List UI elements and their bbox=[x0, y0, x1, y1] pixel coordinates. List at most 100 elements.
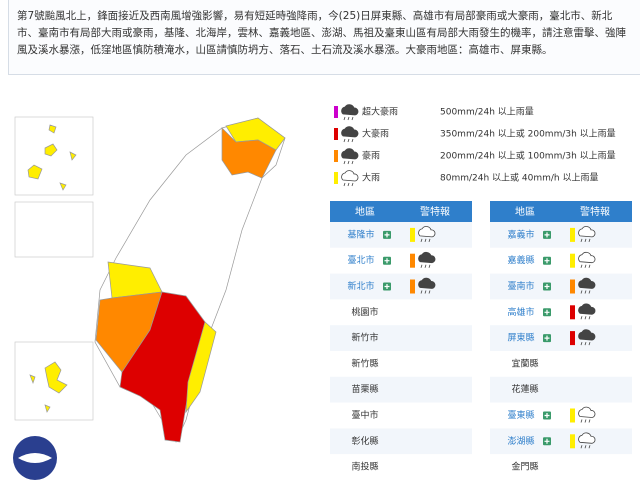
expand-plus bbox=[544, 438, 550, 444]
expand-plus bbox=[384, 258, 390, 264]
region-name[interactable]: 基隆市 bbox=[347, 228, 374, 240]
rain-icon bbox=[418, 251, 436, 264]
legend-label: 大豪雨 bbox=[362, 128, 389, 140]
rain-drops bbox=[420, 290, 431, 294]
taitung bbox=[185, 321, 217, 414]
rain-icon bbox=[578, 303, 596, 315]
warning-swatch bbox=[570, 253, 575, 268]
table-header-cell: 警特報 bbox=[420, 205, 450, 218]
rain-icon bbox=[418, 226, 436, 238]
table-row bbox=[330, 402, 472, 429]
region-name: 彰化縣 bbox=[351, 435, 378, 447]
rain-icon bbox=[578, 277, 596, 289]
warning-swatch bbox=[570, 227, 575, 242]
expand-plus bbox=[384, 284, 390, 289]
legend-swatch bbox=[334, 150, 338, 162]
table-header-cell: 警特報 bbox=[580, 205, 610, 218]
penghu bbox=[29, 361, 68, 413]
region-name[interactable]: 新北市 bbox=[347, 280, 374, 292]
region-name: 新竹縣 bbox=[351, 357, 378, 369]
rain-icon bbox=[578, 329, 596, 341]
rain-icon bbox=[341, 148, 359, 160]
rain-drops bbox=[343, 138, 354, 143]
rain-icon bbox=[578, 432, 596, 444]
rain-icon bbox=[341, 126, 359, 138]
region-name: 金門縣 bbox=[511, 461, 538, 473]
warning-swatch bbox=[410, 279, 415, 294]
legend-criteria: 200mm/24h 以上或 100mm/3h 以上雨量 bbox=[440, 150, 616, 162]
table-header bbox=[490, 201, 632, 222]
table-row bbox=[490, 402, 632, 429]
rain-drops bbox=[580, 290, 591, 294]
region-name[interactable]: 嘉義市 bbox=[507, 228, 534, 240]
legend-criteria: 350mm/24h 以上或 200mm/3h 以上雨量 bbox=[440, 128, 616, 140]
map bbox=[13, 116, 286, 480]
table-row bbox=[330, 428, 472, 455]
region-name: 宜蘭縣 bbox=[511, 357, 538, 369]
expand-plus bbox=[544, 284, 550, 289]
new-taipei bbox=[221, 127, 277, 179]
region-name[interactable]: 澎湖縣 bbox=[507, 435, 534, 447]
rain-drops bbox=[580, 264, 591, 268]
kaohsiung-pingtung bbox=[119, 291, 206, 443]
region-name: 桃園市 bbox=[351, 306, 378, 318]
rain-icon bbox=[578, 406, 596, 418]
warning-swatch bbox=[410, 227, 415, 242]
matsu bbox=[27, 124, 77, 191]
region-name: 苗栗縣 bbox=[351, 384, 378, 395]
rain-icon bbox=[341, 170, 359, 182]
region-name: 臺中市 bbox=[351, 409, 378, 421]
region-name[interactable]: 臺北市 bbox=[347, 254, 374, 266]
warning-swatch bbox=[570, 331, 575, 346]
warning-swatch bbox=[410, 253, 415, 268]
table-row bbox=[490, 454, 632, 480]
table-row bbox=[330, 222, 472, 248]
rain-drops bbox=[343, 182, 354, 187]
region-name: 花蓮縣 bbox=[511, 383, 538, 395]
warning-swatch bbox=[570, 408, 575, 423]
table-row bbox=[330, 299, 472, 326]
region-name[interactable]: 高雄市 bbox=[507, 306, 534, 318]
region-name[interactable]: 嘉義縣 bbox=[507, 254, 534, 266]
legend-swatch bbox=[334, 172, 338, 184]
expand-plus bbox=[544, 258, 550, 264]
rain-drops bbox=[580, 419, 591, 423]
legend-swatch bbox=[334, 106, 338, 118]
region-name: 新竹市 bbox=[351, 332, 378, 344]
table-row bbox=[490, 273, 632, 300]
table-row bbox=[330, 454, 472, 480]
rain-icon bbox=[341, 104, 359, 116]
expand-plus bbox=[384, 232, 390, 238]
legend-swatch bbox=[334, 128, 338, 140]
legend-label: 大雨 bbox=[362, 172, 380, 184]
rain-drops bbox=[580, 341, 591, 346]
expand-plus bbox=[544, 309, 550, 315]
table-row bbox=[490, 376, 632, 403]
table-row bbox=[490, 325, 632, 351]
rain-drops bbox=[420, 264, 431, 268]
table-header bbox=[330, 201, 472, 222]
legend-label: 豪雨 bbox=[362, 150, 380, 162]
legend-label: 超大豪雨 bbox=[362, 106, 398, 118]
region-name[interactable]: 屏東縣 bbox=[507, 332, 534, 344]
table-row bbox=[330, 351, 472, 377]
logo-mark bbox=[18, 453, 52, 463]
region-name[interactable]: 臺南市 bbox=[507, 280, 534, 292]
region-name[interactable]: 臺東縣 bbox=[507, 409, 534, 421]
table-row bbox=[490, 247, 632, 274]
expand-plus bbox=[544, 413, 550, 418]
table-row bbox=[330, 376, 472, 403]
table-row bbox=[490, 222, 632, 248]
rain-drops bbox=[343, 160, 354, 165]
region-name: 南投縣 bbox=[351, 461, 378, 473]
rain-icon bbox=[578, 251, 596, 264]
table-header-cell: 地區 bbox=[355, 205, 375, 218]
warning-swatch bbox=[570, 434, 575, 449]
legend-criteria: 500mm/24h 以上雨量 bbox=[440, 107, 534, 118]
expand-plus bbox=[544, 232, 550, 238]
table-row bbox=[330, 247, 472, 274]
warning-swatch bbox=[570, 305, 575, 320]
table-row bbox=[490, 428, 632, 455]
